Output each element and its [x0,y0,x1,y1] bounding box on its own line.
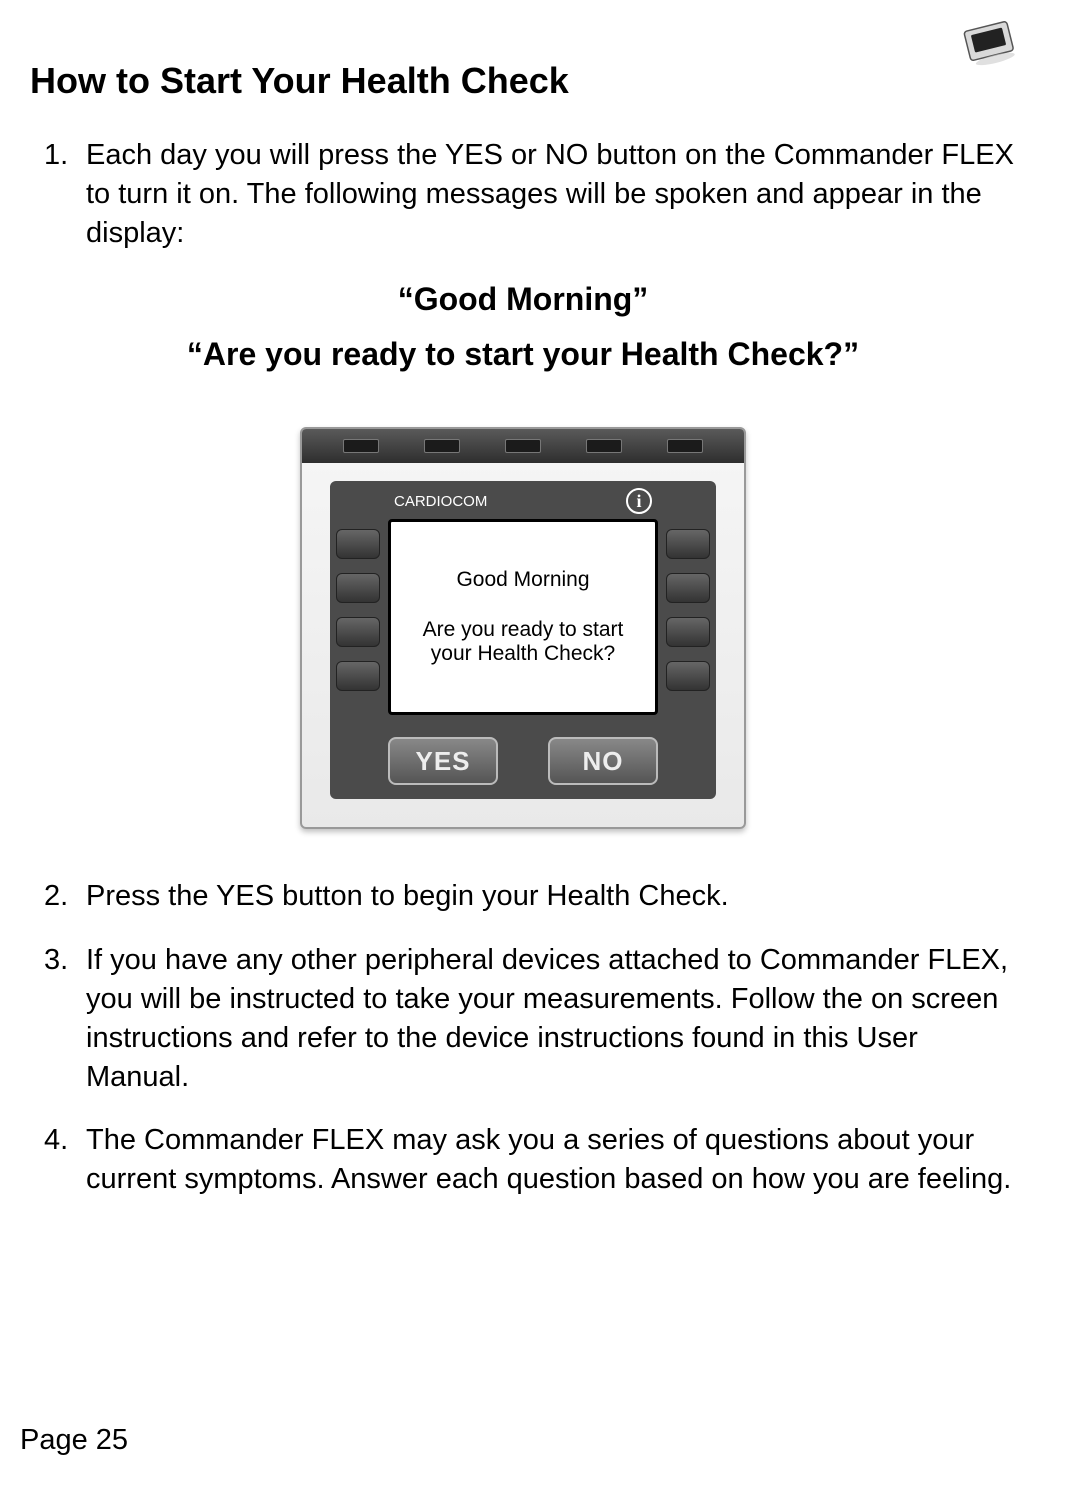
quote-ready-prompt: “Are you ready to start your Health Chec… [30,336,1016,373]
side-button-icon [666,573,710,603]
step-3: 3. If you have any other peripheral devi… [44,941,1016,1098]
port-icon [667,439,703,453]
no-button[interactable]: NO [548,737,658,785]
step-text: The Commander FLEX may ask you a series … [86,1121,1016,1199]
step-1: 1. Each day you will press the YES or NO… [44,136,1016,253]
port-icon [505,439,541,453]
step-number: 1. [44,136,86,253]
step-2: 2. Press the YES button to begin your He… [44,877,1016,916]
side-button-icon [336,617,380,647]
side-button-icon [666,529,710,559]
yes-button[interactable]: YES [388,737,498,785]
step-number: 2. [44,877,86,916]
side-button-icon [336,573,380,603]
quote-good-morning: “Good Morning” [30,281,1016,318]
step-text: Press the YES button to begin your Healt… [86,877,1016,916]
side-button-icon [666,661,710,691]
step-4: 4. The Commander FLEX may ask you a seri… [44,1121,1016,1199]
device-brand-label: CARDIOCOM [394,493,487,510]
device-screen: Good Morning Are you ready to start your… [388,519,658,715]
port-icon [424,439,460,453]
step-text: If you have any other peripheral devices… [86,941,1016,1098]
page-number: Page 25 [20,1424,128,1457]
port-icon [586,439,622,453]
port-icon [343,439,379,453]
side-button-icon [336,661,380,691]
device-illustration: CARDIOCOM i Good Morning Are you ready t… [300,427,746,829]
screen-line-1: Good Morning [456,568,589,592]
side-button-icon [336,529,380,559]
device-top-ports [302,429,744,463]
step-text: Each day you will press the YES or NO bu… [86,136,1016,253]
step-number: 3. [44,941,86,1098]
device-face: CARDIOCOM i Good Morning Are you ready t… [330,481,716,799]
info-icon: i [626,488,652,514]
screen-line-2: Are you ready to start your Health Check… [403,618,643,666]
device-corner-icon [957,18,1021,71]
spoken-messages: “Good Morning” “Are you ready to start y… [30,281,1016,373]
step-number: 4. [44,1121,86,1199]
side-button-icon [666,617,710,647]
page-title: How to Start Your Health Check [30,60,1016,102]
